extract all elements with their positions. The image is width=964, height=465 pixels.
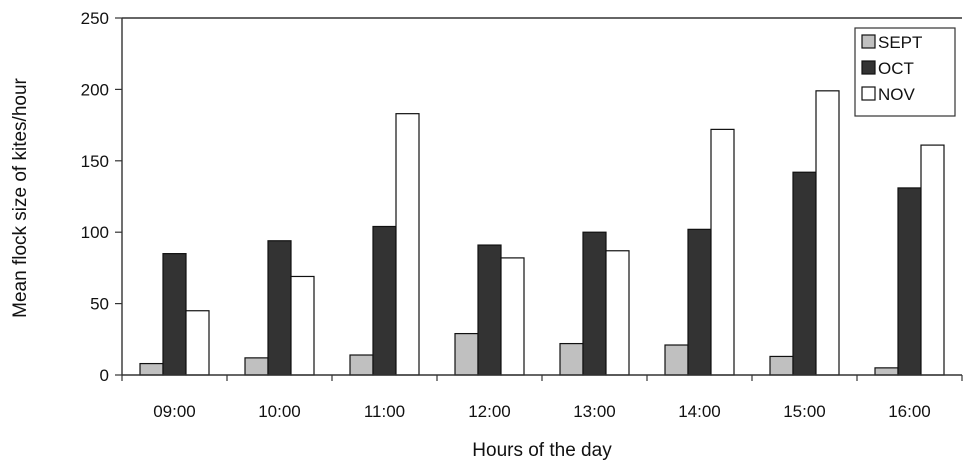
y-tick-label: 0 [100, 366, 109, 385]
y-tick-label: 50 [90, 295, 109, 314]
bar-oct-1500 [792, 171, 817, 376]
bar-sept-0900 [139, 362, 164, 376]
bar-sept-1100 [349, 354, 374, 376]
bar-sept-1200 [454, 332, 479, 376]
y-axis-ticks: 0 50 100 150 200 250 [81, 9, 122, 385]
x-tick-label: 15:00 [783, 402, 826, 421]
legend: SEPT OCT NOV [854, 27, 956, 117]
bar-nov-1500 [815, 90, 840, 376]
bar-oct-1400 [687, 228, 712, 376]
bar-sept-1600 [874, 367, 899, 376]
x-tick-label: 14:00 [678, 402, 721, 421]
bar-nov-1000 [290, 275, 315, 376]
legend-swatch-oct [861, 60, 876, 75]
legend-swatch-sept [861, 34, 876, 49]
x-axis-ticks: 09:00 10:00 11:00 12:00 13:00 14:00 15:00 16:00 [121, 375, 963, 421]
bar-nov-0900 [185, 310, 210, 376]
bar-oct-1000 [267, 240, 292, 376]
x-tick-label: 09:00 [153, 402, 196, 421]
bar-sept-1300 [559, 342, 584, 376]
bar-nov-1200 [500, 257, 525, 376]
legend-label-nov: NOV [878, 85, 916, 104]
y-tick-label: 100 [81, 223, 109, 242]
x-tick-label: 16:00 [888, 402, 931, 421]
legend-label-oct: OCT [878, 59, 914, 78]
x-tick-label: 11:00 [364, 402, 405, 421]
bar-oct-1300 [582, 231, 607, 376]
bar-nov-1100 [395, 113, 420, 376]
bar-sept-1400 [664, 344, 689, 376]
axes [121, 17, 962, 376]
x-tick-label: 12:00 [468, 402, 511, 421]
y-axis-title: Mean flock size of kites/hour [10, 77, 31, 317]
bar-nov-1400 [710, 128, 735, 376]
bar-nov-1300 [605, 250, 630, 376]
bar-oct-0900 [162, 253, 187, 376]
legend-label-sept: SEPT [878, 33, 922, 52]
x-axis-title: Hours of the day [472, 440, 612, 461]
legend-swatch-nov [861, 86, 876, 101]
bar-oct-1100 [372, 225, 397, 376]
y-tick-label: 200 [81, 80, 109, 99]
bar-sept-1000 [244, 357, 269, 376]
y-tick-label: 250 [81, 9, 109, 28]
x-tick-label: 13:00 [573, 402, 616, 421]
bar-nov-1600 [920, 144, 945, 376]
bar-oct-1200 [477, 244, 502, 376]
bar-oct-1600 [897, 187, 922, 376]
x-tick-label: 10:00 [258, 402, 301, 421]
bars [139, 90, 945, 376]
bar-sept-1500 [769, 355, 794, 376]
y-tick-label: 150 [81, 152, 109, 171]
